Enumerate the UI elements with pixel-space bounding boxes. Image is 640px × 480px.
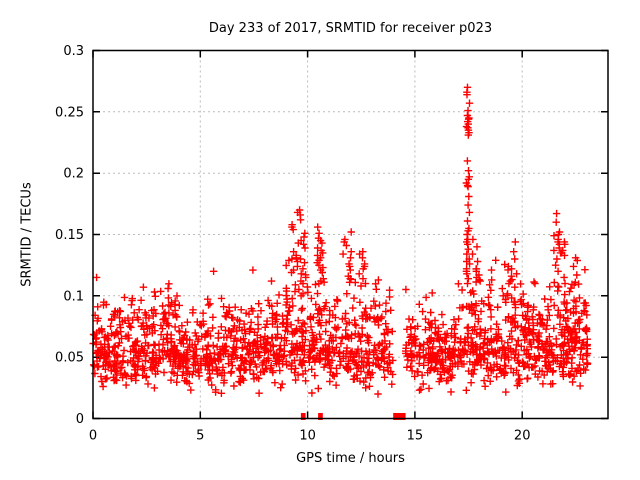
y-tick-label: 0.15	[55, 228, 84, 243]
chart-title: Day 233 of 2017, SRMTID for receiver p02…	[208, 21, 493, 36]
gap-marker-square	[318, 413, 323, 420]
plot-border	[92, 49, 609, 420]
y-tick-label: 0.2	[63, 167, 84, 182]
gap-marker-square	[393, 413, 406, 420]
x-axis-label: GPS time / hours	[296, 451, 405, 466]
x-tick-label: 15	[407, 429, 424, 444]
gap-marker-square	[300, 413, 306, 420]
axis-gap-markers	[300, 413, 406, 420]
data-points-layer	[89, 83, 592, 398]
y-tick-label: 0.3	[63, 44, 84, 59]
y-tick-label: 0.05	[55, 351, 84, 366]
x-tick-label: 5	[196, 429, 204, 444]
y-tick-label: 0.25	[55, 105, 84, 120]
y-tick-label: 0.1	[63, 289, 84, 304]
x-tick-label: 20	[514, 429, 531, 444]
grid-lines	[93, 50, 608, 419]
x-tick-label: 10	[299, 429, 316, 444]
y-tick-label: 0	[76, 412, 84, 427]
x-tick-label: 0	[89, 429, 97, 444]
